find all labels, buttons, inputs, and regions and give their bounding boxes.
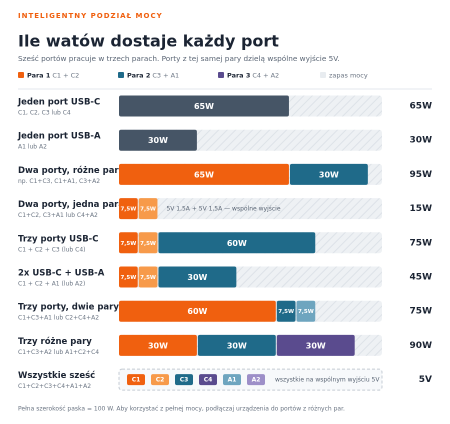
chip [175, 374, 193, 386]
chip-label: C4 [204, 377, 213, 384]
row-note: 5V 1,5A + 5V 1,5A — wspólne wyjście [166, 206, 280, 213]
row-label: Jeden port USB-A [17, 132, 101, 142]
legend-label: zapas mocy [329, 72, 368, 80]
row-label: 2x USB-C + USB-A [18, 269, 105, 279]
segment-label: 65W [194, 170, 214, 179]
row-total: 95W [410, 170, 433, 180]
chip-label: A2 [252, 377, 261, 384]
segment-label: 7,5W [140, 275, 156, 281]
chip-label: A1 [228, 377, 237, 384]
subtitle: Sześć portów pracuje w trzech parach. Po… [18, 54, 340, 63]
legend-label: Para 1 [27, 72, 51, 80]
legend-ports: C1 + C2 [52, 72, 79, 80]
segment-label: 30W [187, 273, 207, 282]
bar-segment [138, 198, 158, 220]
row-sub: C1+C3+A1 lub C2+C4+A2 [18, 315, 99, 322]
row-sub: C1+C2+C3+C4+A1+A2 [18, 383, 91, 390]
row-label: Trzy różne pary [18, 336, 92, 347]
segment-label: 60W [187, 307, 207, 316]
row-sub: C1 + C2 + A1 (lub A2) [18, 281, 85, 288]
row-sub: C1+C3+A2 lub A1+C2+C4 [18, 349, 99, 356]
row-total: 5V [419, 375, 432, 385]
row-sub: np. C1+C3, C1+A1, C3+A2 [18, 178, 100, 185]
row-note: wszystkie na wspólnym wyjściu 5V [275, 377, 380, 384]
row-sub: C1 + C2 + C3 (lub C4) [18, 246, 86, 253]
segment-label: 7,5W [140, 207, 156, 213]
row-total: 15W [410, 204, 433, 214]
chip-label: C3 [180, 377, 189, 384]
segment-label: 30W [148, 341, 168, 350]
bar-segment [197, 334, 276, 356]
row-total: 65W [410, 102, 433, 112]
segment-label: 30W [148, 136, 168, 145]
bar-segment [158, 266, 237, 288]
legend-ports: C3 + A1 [152, 72, 179, 80]
row-label: Wszystkie sześć [18, 370, 95, 381]
chip [223, 374, 241, 386]
row-label: Jeden port USB-C [17, 98, 100, 108]
segment-label: 60W [227, 239, 247, 248]
bar-segment [289, 163, 368, 185]
chip [127, 374, 145, 386]
row-sub: C1+C2, C3+A1 lub C4+A2 [18, 212, 98, 219]
row-sub: A1 lub A2 [18, 144, 47, 151]
segment-label: 65W [194, 102, 214, 111]
footer: Pełna szerokość paska = 100 W. Aby korzy… [18, 406, 345, 413]
legend-label: Para 3 [227, 72, 250, 80]
legend-swatch [18, 72, 24, 78]
segment-label: 30W [319, 170, 339, 179]
legend-ports: C4 + A2 [252, 72, 279, 80]
segment-label: 7,5W [120, 275, 136, 281]
chip [151, 374, 169, 386]
segment-label: 7,5W [278, 309, 294, 315]
segment-label: 7,5W [120, 207, 136, 213]
row-label: Trzy porty, dwie pary [18, 303, 119, 313]
bar-segment [158, 232, 316, 254]
legend-label: Para 2 [127, 72, 150, 80]
bar-segment [138, 232, 158, 254]
bar-segment [119, 129, 197, 151]
bar-segment [138, 266, 158, 288]
row-sub: C1, C2, C3 lub C4 [18, 110, 71, 117]
bar-segment [119, 300, 276, 322]
segment-label: 7,5W [140, 241, 156, 247]
chip [199, 374, 217, 386]
row-total: 75W [410, 238, 433, 248]
row-total: 90W [410, 341, 433, 351]
legend-swatch [118, 72, 124, 78]
track [119, 198, 382, 220]
chip [247, 374, 265, 386]
bar-segment [119, 232, 138, 254]
bar-segment [119, 198, 138, 220]
row-label: Dwa porty, jedna para [18, 200, 124, 210]
title: Ile watów dostaje każdy port [18, 32, 279, 51]
row-label: Dwa porty, różne pary [18, 165, 125, 176]
bar-segment [119, 266, 138, 288]
chip-label: C2 [156, 377, 165, 384]
segment-label: 30W [227, 341, 247, 350]
legend-swatch [320, 72, 326, 78]
segment-label: 7,5W [120, 241, 136, 247]
chip-label: C1 [132, 377, 141, 384]
row-total: 45W [410, 273, 433, 283]
row-total: 75W [410, 307, 433, 317]
eyebrow: INTELIGENTNY PODZIAŁ MOCY [18, 12, 163, 20]
row-total: 30W [410, 136, 433, 146]
row-label: Trzy porty USB-C [18, 234, 98, 244]
bar-segment [119, 163, 289, 185]
legend-swatch [218, 72, 224, 78]
segment-label: 7,5W [298, 309, 314, 315]
bar-segment [119, 334, 197, 356]
bar-segment [119, 95, 289, 117]
bar-segment [276, 334, 355, 356]
bar-segment [296, 300, 316, 322]
segment-label: 30W [306, 341, 326, 350]
bar-segment [276, 300, 296, 322]
